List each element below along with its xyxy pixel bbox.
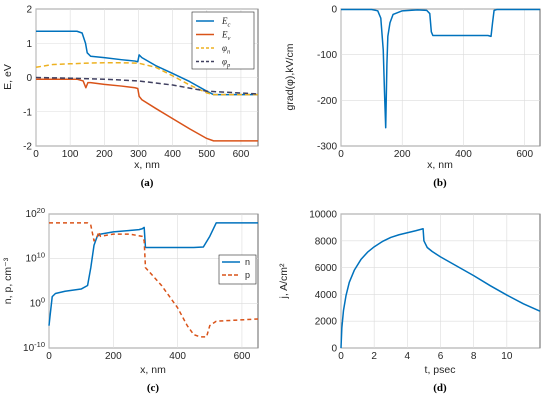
- series-line-grad-phi: [341, 8, 540, 129]
- x-tick-label: 400: [169, 351, 186, 362]
- series-line-phi-n: [35, 62, 258, 96]
- chart-panel-b: 0 200 400 600 -300 -200 -100 0 x, nm grad(φ),kV…: [284, 5, 541, 189]
- series-line-p: [49, 222, 259, 338]
- panel-label-d: (d): [433, 382, 447, 394]
- y-axis-label-a: E, eV: [2, 64, 14, 90]
- y-tick-label: 2: [26, 5, 32, 16]
- legend-label: p: [245, 270, 250, 280]
- legend-box-c: [218, 254, 257, 285]
- x-tick-label: 10: [501, 351, 513, 362]
- panel-label-b: (b): [433, 177, 447, 189]
- y-tick-label: -2: [23, 142, 32, 153]
- legend-label: n: [245, 257, 250, 267]
- y-tick-label: -300: [317, 142, 337, 153]
- y-tick-label: 0: [331, 344, 337, 355]
- x-axis-label-d: t, psec: [425, 364, 456, 376]
- y-tick-label: 4000: [315, 290, 338, 301]
- legend-c: np: [218, 254, 257, 285]
- y-tick-label: 10-10: [23, 340, 45, 354]
- x-axis-label-a: x, nm: [134, 159, 160, 171]
- y-tick-label: 0: [26, 73, 32, 84]
- legend-label: φp: [222, 57, 231, 70]
- gridlines-d: [340, 213, 540, 349]
- x-tick-label: 0: [338, 351, 344, 362]
- x-axis-label-c: x, nm: [140, 364, 166, 376]
- y-tick-label: 1010: [26, 251, 45, 265]
- x-tick-label: 600: [234, 351, 251, 362]
- x-axis-label-b: x, nm: [427, 159, 453, 171]
- tick-labels-a: 0 100 200 300 400 500 600 -2 -1 0 1 2: [23, 5, 250, 161]
- x-tick-label: 300: [130, 149, 147, 160]
- y-tick-label: -200: [317, 96, 337, 107]
- series-group-c: [48, 222, 259, 338]
- tick-labels-b: 0 200 400 600 -300 -200 -100 0: [317, 5, 533, 161]
- x-tick-label: 100: [62, 149, 79, 160]
- series-line-e-v: [36, 78, 258, 142]
- legend-label: φn: [222, 43, 230, 56]
- x-tick-label: 400: [455, 149, 472, 160]
- x-tick-label: 2: [371, 351, 377, 362]
- y-axis-label-c: n, p, cm⁻³: [2, 257, 14, 304]
- chart-panel-c: 0 200 400 600 10-10 100 1010 1020 x, nm n, p, c…: [2, 206, 259, 394]
- y-tick-label: 6000: [315, 263, 338, 274]
- legend-label: Ec: [221, 16, 231, 29]
- x-tick-label: 0: [338, 149, 344, 160]
- legend-label: Ev: [221, 30, 231, 43]
- panel-label-a: (a): [141, 177, 154, 189]
- tick-labels-c: 0 200 400 600 10-10 100 1010 1020: [23, 206, 251, 362]
- legend-entries-c: np: [222, 257, 250, 280]
- x-tick-label: 6: [438, 351, 444, 362]
- series-group-b: [341, 8, 540, 129]
- y-axis-label-d: j, A/cm²: [278, 263, 290, 300]
- x-tick-label: 0: [33, 149, 39, 160]
- plot-area-b: [340, 8, 541, 147]
- x-tick-label: 8: [471, 351, 477, 362]
- chart-panel-d: 0 2 4 6 8 10 0 2000 4000 6000 8000 10000 t, psec j,…: [278, 210, 541, 394]
- series-group-a: [35, 30, 259, 142]
- y-tick-label: 100: [30, 295, 45, 309]
- x-tick-label: 0: [46, 351, 52, 362]
- x-tick-label: 400: [164, 149, 181, 160]
- y-tick-label: 1: [26, 39, 32, 50]
- y-tick-label: 10000: [309, 210, 337, 221]
- y-tick-label: 2000: [315, 317, 338, 328]
- tick-labels-d: 0 2 4 6 8 10 0 2000 4000 6000 8000 10000: [309, 210, 513, 363]
- y-tick-label: 8000: [315, 236, 338, 247]
- chart-panel-a: 0 100 200 300 400 500 600 -2 -1 0 1 2 x, nm E, eV (…: [2, 5, 259, 189]
- panel-label-c: (c): [147, 382, 160, 394]
- y-tick-label: 0: [331, 5, 337, 16]
- x-tick-label: 500: [198, 149, 215, 160]
- x-tick-label: 200: [105, 351, 122, 362]
- series-line-j: [340, 227, 541, 349]
- x-tick-label: 200: [96, 149, 113, 160]
- series-line-n: [48, 222, 258, 326]
- y-tick-label: -100: [317, 50, 337, 61]
- y-tick-label: -1: [23, 107, 32, 118]
- series-line-e-c: [36, 30, 258, 96]
- x-tick-label: 600: [516, 149, 533, 160]
- x-tick-label: 600: [233, 149, 250, 160]
- gridlines-b: [340, 8, 540, 147]
- y-axis-label-b: grad(φ),kV/cm: [284, 43, 296, 110]
- y-tick-label: 1020: [26, 206, 45, 220]
- series-group-d: [340, 227, 541, 349]
- series-line-phi-p: [35, 76, 259, 95]
- x-tick-label: 4: [405, 351, 411, 362]
- x-tick-label: 200: [394, 149, 411, 160]
